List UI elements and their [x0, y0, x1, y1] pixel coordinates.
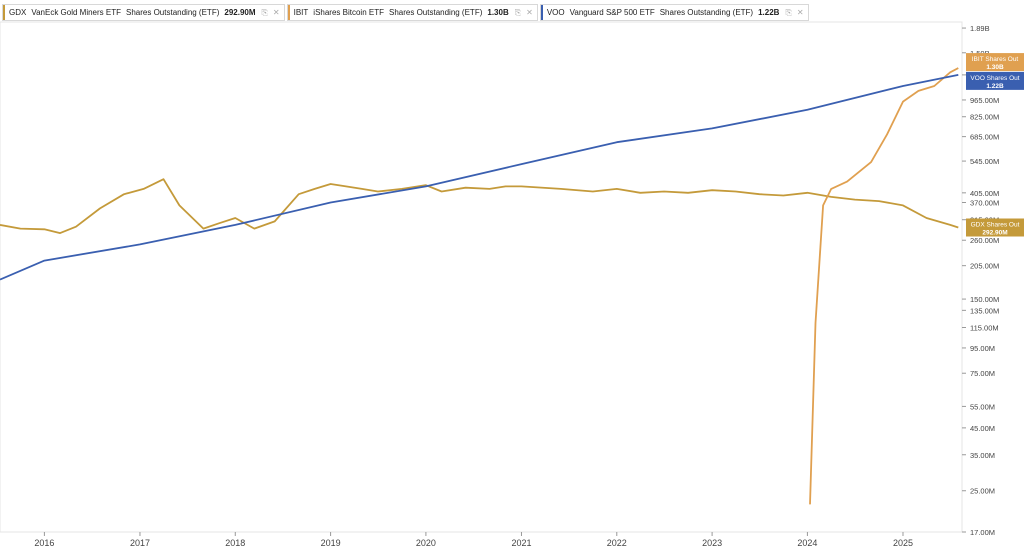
- legend-ticker: IBIT: [293, 8, 309, 17]
- close-icon[interactable]: ✕: [796, 7, 804, 17]
- y-tick-label: 685.00M: [970, 133, 999, 142]
- end-label-name: VOO Shares Out: [970, 75, 1019, 82]
- close-icon[interactable]: ✕: [526, 7, 533, 17]
- y-tick-label: 260.00M: [970, 236, 999, 245]
- end-label-box-voo: [966, 71, 1024, 90]
- legend-name: iShares Bitcoin ETF: [313, 8, 384, 17]
- y-tick-label: 1.89B: [970, 24, 990, 33]
- y-tick-label: 150.00M: [970, 295, 999, 304]
- y-tick-label: 205.00M: [970, 262, 999, 271]
- legend-swatch: [3, 5, 5, 20]
- y-tick-label: 95.00M: [970, 344, 995, 353]
- legend-ticker: GDX: [9, 8, 27, 17]
- end-label-box-gdx: [966, 218, 1024, 237]
- x-tick-label: 2023: [702, 538, 722, 548]
- copy-icon[interactable]: ⎘: [261, 7, 268, 17]
- x-tick-label: 2021: [511, 538, 531, 548]
- end-label-value: 1.22B: [986, 83, 1004, 90]
- plot-area: [0, 21, 963, 533]
- end-label-box-ibit: [966, 53, 1024, 72]
- legend-swatch: [540, 5, 543, 20]
- end-label-value: 1.30B: [986, 64, 1004, 71]
- copy-icon[interactable]: ⎘: [785, 7, 792, 17]
- legend-bar: GDX VanEck Gold Miners ETF Shares Outsta…: [2, 4, 809, 21]
- legend-value: 1.22B: [758, 8, 780, 17]
- copy-icon[interactable]: ⎘: [514, 7, 522, 17]
- y-tick-label: 545.00M: [970, 157, 999, 166]
- legend-item-voo[interactable]: VOO Vanguard S&P 500 ETF Shares Outstand…: [539, 4, 809, 21]
- legend-item-gdx[interactable]: GDX VanEck Gold Miners ETF Shares Outsta…: [2, 4, 285, 21]
- y-tick-label: 25.00M: [970, 487, 995, 496]
- x-tick-label: 2020: [416, 538, 436, 548]
- end-label-value: 292.90M: [982, 229, 1007, 236]
- y-tick-label: 75.00M: [970, 369, 995, 378]
- legend-metric: Shares Outstanding (ETF): [659, 8, 754, 17]
- end-label-name: IBIT Shares Out: [972, 56, 1019, 63]
- end-label-name: GDX Shares Out: [971, 221, 1020, 228]
- x-tick-label: 2022: [607, 538, 627, 548]
- y-tick-label: 825.00M: [970, 113, 999, 122]
- y-tick-label: 45.00M: [970, 424, 995, 433]
- x-tick-label: 2024: [797, 538, 817, 548]
- y-tick-label: 17.00M: [970, 528, 995, 537]
- y-tick-label: 965.00M: [970, 96, 999, 105]
- y-tick-label: 55.00M: [970, 402, 995, 411]
- legend-value: 1.30B: [487, 8, 509, 17]
- y-tick-label: 35.00M: [970, 451, 995, 460]
- legend-item-ibit[interactable]: IBIT iShares Bitcoin ETF Shares Outstand…: [286, 4, 538, 21]
- legend-metric: Shares Outstanding (ETF): [389, 8, 483, 17]
- close-icon[interactable]: ✕: [272, 7, 280, 17]
- y-tick-label: 405.00M: [970, 189, 999, 198]
- x-tick-label: 2016: [34, 538, 54, 548]
- legend-name: VanEck Gold Miners ETF: [31, 8, 121, 17]
- legend-ticker: VOO: [546, 8, 565, 17]
- legend-metric: Shares Outstanding (ETF): [126, 8, 220, 17]
- y-tick-label: 115.00M: [970, 324, 999, 333]
- legend-value: 292.90M: [224, 8, 256, 17]
- series-line-ibit: [809, 67, 959, 505]
- x-tick-label: 2025: [893, 538, 913, 548]
- legend-name: Vanguard S&P 500 ETF: [569, 8, 655, 17]
- x-tick-label: 2018: [225, 538, 245, 548]
- series-line-voo: [0, 74, 959, 281]
- x-tick-label: 2019: [321, 538, 341, 548]
- x-tick-label: 2017: [130, 538, 150, 548]
- y-tick-label: 370.00M: [970, 199, 999, 208]
- legend-swatch: [287, 5, 290, 20]
- y-tick-label: 135.00M: [970, 306, 999, 315]
- series-line-gdx: [0, 178, 959, 235]
